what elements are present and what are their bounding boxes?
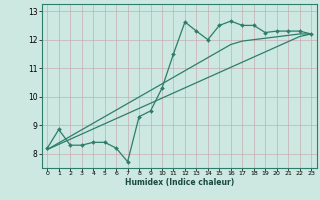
X-axis label: Humidex (Indice chaleur): Humidex (Indice chaleur) <box>124 178 234 187</box>
